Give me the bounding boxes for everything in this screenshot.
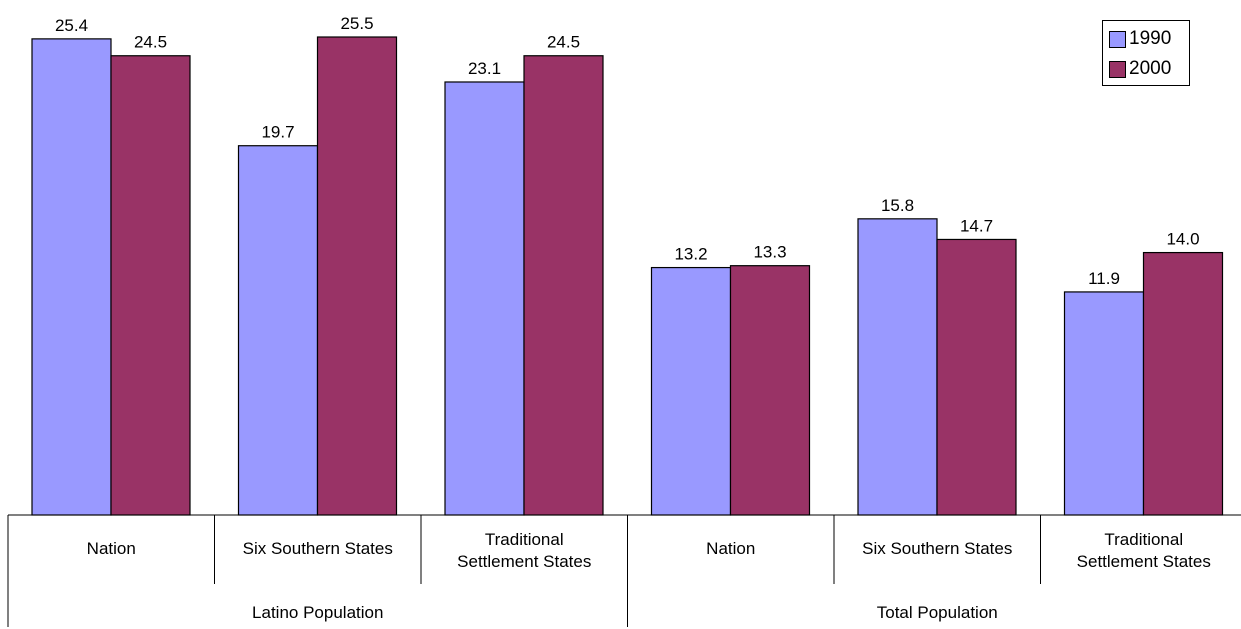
category-label-4: Six Southern States [862,539,1012,558]
bar-2000-2 [523,55,604,516]
bars-layer [31,36,1224,516]
category-axis [7,514,1241,627]
legend-swatch-2000 [1109,60,1126,78]
bar-1990-5 [1063,291,1145,516]
bar-2000-3 [729,265,811,516]
category-label-2: Traditional Settlement States [457,530,591,571]
legend-item-1990: 1990 [1109,28,1172,49]
group-label-1: Total Population [877,603,998,622]
value-label-1990-1: 19.7 [261,123,294,142]
legend: 1990 2000 [1102,20,1190,86]
bar-2000-5 [1142,251,1224,516]
bar-1990-2 [444,81,525,516]
legend-swatch-1990 [1109,30,1126,48]
value-label-2000-5: 14.0 [1166,230,1199,249]
value-label-2000-0: 24.5 [134,33,167,52]
bar-1990-4 [857,218,938,516]
value-label-1990-4: 15.8 [881,196,914,215]
value-label-2000-1: 25.5 [340,14,373,33]
value-label-1990-3: 13.2 [674,245,707,264]
value-labels-layer: 25.4 19.7 23.1 13.2 15.8 11.9 24.5 25.5 24.5 13.3… [55,14,1200,288]
value-label-1990-2: 23.1 [468,59,501,78]
legend-label-2000: 2000 [1129,58,1172,79]
value-label-2000-4: 14.7 [960,216,993,235]
group-label-0: Latino Population [252,603,383,622]
bar-1990-3 [650,266,732,516]
bar-1990-1 [237,145,319,516]
value-label-2000-3: 13.3 [753,243,786,262]
category-labels-layer: Nation Six Southern States Traditional Sett… [87,530,1211,622]
category-label-3: Nation [706,539,755,558]
category-label-1: Six Southern States [243,539,393,558]
value-label-2000-2: 24.5 [547,33,580,52]
legend-item-2000: 2000 [1109,58,1172,79]
bar-2000-0 [110,55,191,516]
value-label-1990-5: 11.9 [1088,269,1120,288]
bar-2000-4 [936,238,1017,516]
bar-2000-1 [316,36,398,516]
bar-1990-0 [31,38,112,516]
value-label-1990-0: 25.4 [55,16,88,35]
category-label-0: Nation [87,539,136,558]
category-label-5: Traditional Settlement States [1077,530,1211,571]
legend-label-1990: 1990 [1129,28,1172,49]
